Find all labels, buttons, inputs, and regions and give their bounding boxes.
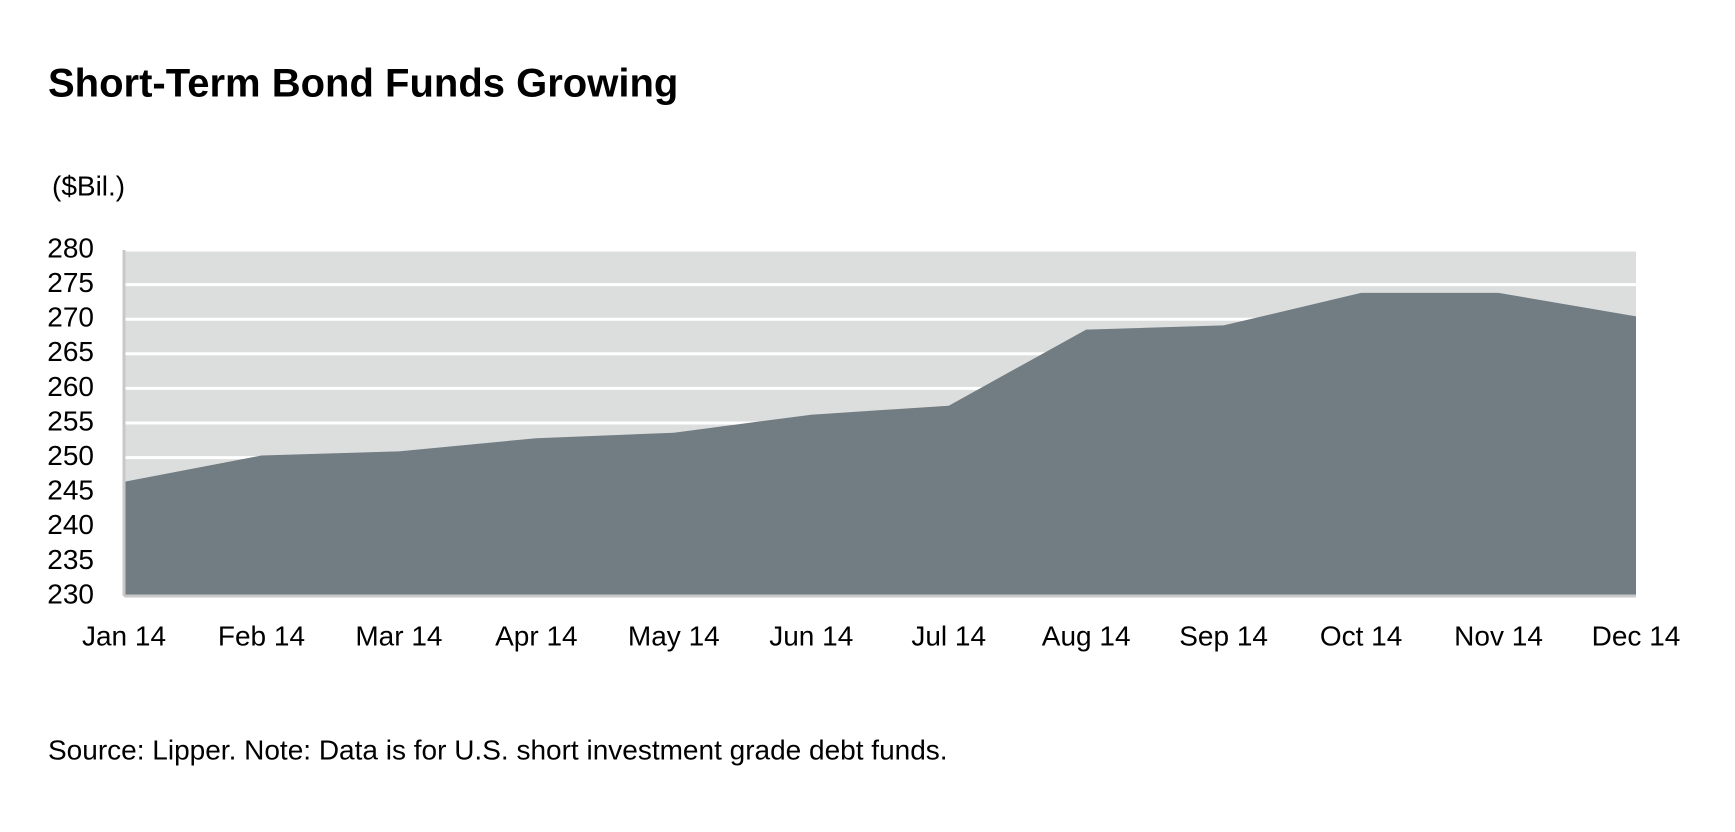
x-tick-label: Aug 14 (1042, 620, 1131, 651)
x-tick-label: Jul 14 (911, 620, 986, 651)
x-tick-label: May 14 (628, 620, 720, 651)
x-tick-label: Jun 14 (769, 620, 853, 651)
x-tick-label: Feb 14 (218, 620, 305, 651)
x-tick-label: Apr 14 (495, 620, 578, 651)
y-tick-label: 235 (47, 544, 94, 575)
y-tick-label: 260 (47, 371, 94, 402)
y-tick-label: 240 (47, 509, 94, 540)
chart-title: Short-Term Bond Funds Growing (48, 62, 678, 106)
y-tick-label: 280 (47, 232, 94, 263)
x-tick-label: Mar 14 (355, 620, 442, 651)
y-tick-label: 250 (47, 440, 94, 471)
y-axis-label: ($Bil.) (52, 170, 125, 201)
x-tick-label: Dec 14 (1592, 620, 1681, 651)
x-tick-label: Jan 14 (82, 620, 166, 651)
y-tick-label: 270 (47, 302, 94, 333)
source-note: Source: Lipper. Note: Data is for U.S. s… (48, 734, 948, 765)
y-tick-label: 230 (47, 578, 94, 609)
y-tick-label: 275 (47, 267, 94, 298)
x-tick-label: Nov 14 (1454, 620, 1543, 651)
y-tick-label: 255 (47, 405, 94, 436)
y-tick-label: 265 (47, 336, 94, 367)
y-tick-label: 245 (47, 475, 94, 506)
x-tick-label: Oct 14 (1320, 620, 1402, 651)
area (124, 292, 1636, 596)
x-tick-label: Sep 14 (1179, 620, 1268, 651)
